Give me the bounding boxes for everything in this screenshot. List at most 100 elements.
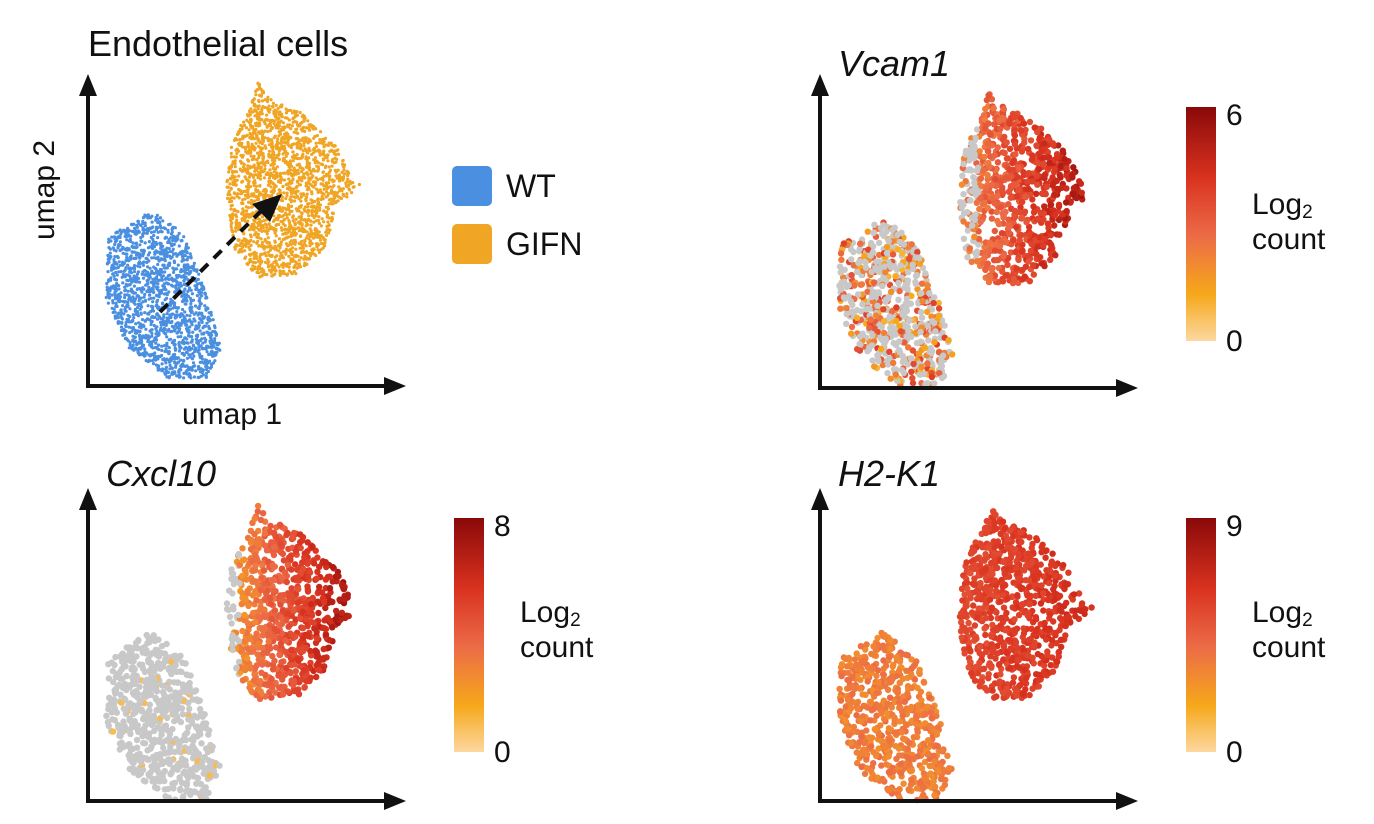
point-gifn xyxy=(1047,232,1054,239)
point-wt xyxy=(899,358,906,366)
point-wt xyxy=(910,360,917,368)
point-wt xyxy=(885,238,892,245)
point-wt xyxy=(899,311,906,319)
panel-vcam1: Vcam1 6 0 Log2 count xyxy=(811,43,1325,397)
point-wt xyxy=(937,361,945,369)
point-wt xyxy=(186,255,190,259)
point-wt xyxy=(912,323,919,330)
point-gifn xyxy=(1056,171,1064,179)
point-wt xyxy=(194,279,198,283)
point-gifn xyxy=(1012,248,1019,256)
point-wt xyxy=(179,335,183,339)
point-wt xyxy=(882,298,889,305)
point-wt xyxy=(123,285,127,289)
point-wt xyxy=(126,300,130,304)
point-wt xyxy=(117,287,121,291)
point-gifn xyxy=(1019,266,1026,274)
point-gifn xyxy=(1007,194,1014,201)
point-wt xyxy=(880,329,888,337)
point-gifn xyxy=(960,218,967,225)
point-wt xyxy=(188,286,192,290)
point-gifn xyxy=(1053,177,1061,184)
point-wt xyxy=(162,254,167,258)
point-wt xyxy=(160,362,164,366)
point-wt xyxy=(904,269,912,276)
point-wt xyxy=(883,228,890,235)
point-wt xyxy=(213,339,217,343)
point-wt xyxy=(127,325,131,329)
point-wt xyxy=(189,288,193,292)
point-wt xyxy=(843,320,850,327)
point-wt xyxy=(887,324,894,332)
point-gifn xyxy=(999,187,1006,194)
point-wt xyxy=(847,298,854,305)
point-gifn xyxy=(990,105,997,112)
point-gifn xyxy=(1005,188,1013,195)
point-wt xyxy=(194,369,198,373)
point-wt xyxy=(864,228,871,235)
point-gifn xyxy=(996,117,1003,124)
point-wt xyxy=(905,317,913,325)
point-gifn xyxy=(964,254,971,261)
point-wt xyxy=(889,251,897,258)
point-wt xyxy=(917,309,925,316)
point-wt xyxy=(874,352,881,359)
point-wt xyxy=(869,289,877,296)
point-gifn xyxy=(991,200,998,207)
point-wt xyxy=(163,349,167,353)
point-wt xyxy=(864,348,871,355)
point-gifn xyxy=(1041,203,1048,210)
point-gifn xyxy=(1027,137,1035,144)
point-wt xyxy=(149,322,153,327)
point-wt xyxy=(856,333,864,340)
point-gifn xyxy=(1055,201,1063,208)
point-gifn xyxy=(1028,240,1035,248)
point-gifn xyxy=(1016,237,1023,244)
point-gifn xyxy=(1030,262,1037,269)
point-wt xyxy=(878,324,885,331)
point-gifn xyxy=(1000,253,1007,260)
point-gifn xyxy=(1012,151,1019,158)
point-wt xyxy=(903,281,910,289)
point-wt xyxy=(171,247,175,251)
point-wt xyxy=(125,238,129,242)
point-gifn xyxy=(984,171,991,179)
point-wt xyxy=(904,323,911,331)
point-gifn xyxy=(1005,224,1012,231)
point-wt xyxy=(120,321,124,325)
point-wt xyxy=(890,359,897,367)
point-wt xyxy=(843,304,850,312)
point-wt xyxy=(170,366,174,370)
point-gifn xyxy=(988,181,996,188)
point-wt xyxy=(848,256,855,263)
point-wt xyxy=(869,332,876,339)
point-gifn xyxy=(1013,224,1020,231)
point-wt xyxy=(882,268,889,276)
colorbar xyxy=(1186,107,1216,341)
point-gifn xyxy=(993,256,1001,264)
point-wt xyxy=(209,313,213,317)
point-gifn xyxy=(966,197,974,204)
point-wt xyxy=(931,380,938,387)
point-gifn xyxy=(1000,105,1007,113)
point-gifn xyxy=(977,175,985,182)
point-wt xyxy=(160,348,164,352)
point-gifn xyxy=(994,193,1001,200)
point-wt xyxy=(900,241,908,248)
point-wt xyxy=(883,250,891,257)
point-gifn xyxy=(1033,173,1041,180)
point-gifn xyxy=(1063,185,1070,192)
panel-title: Vcam1 xyxy=(838,43,951,84)
point-gifn xyxy=(1023,218,1030,226)
point-wt xyxy=(874,302,881,309)
point-wt xyxy=(189,302,193,306)
point-gifn xyxy=(971,216,978,224)
point-gifn xyxy=(1006,120,1013,127)
point-wt xyxy=(909,261,916,269)
point-gifn xyxy=(959,199,966,206)
point-wt xyxy=(104,295,108,300)
point-gifn xyxy=(1059,147,1067,154)
point-gifn xyxy=(964,227,971,234)
point-wt xyxy=(908,368,915,375)
point-wt xyxy=(941,322,948,329)
